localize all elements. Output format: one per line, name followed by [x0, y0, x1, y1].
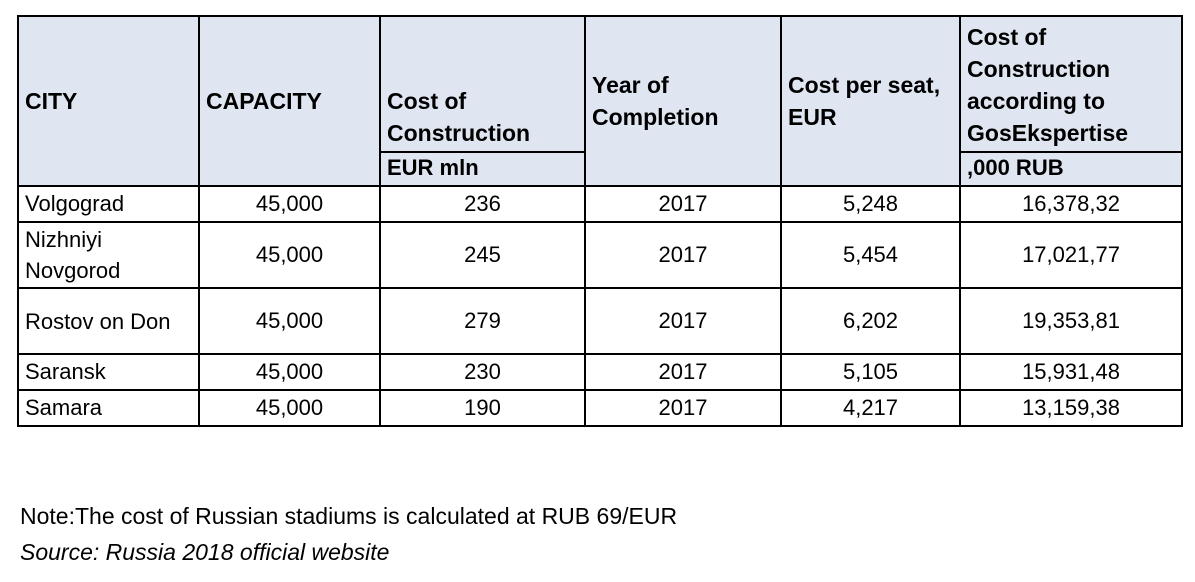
- cell-year: 2017: [584, 221, 782, 289]
- table-row: Volgograd 45,000 236 2017 5,248 16,378,3…: [17, 185, 1183, 223]
- cell-gos-cost: 16,378,32: [959, 185, 1183, 223]
- cell-gos-cost: 15,931,48: [959, 353, 1183, 391]
- cell-cost: 190: [379, 389, 586, 427]
- table-row: Nizhniyi Novgorod 45,000 245 2017 5,454 …: [17, 221, 1183, 289]
- cell-city: Rostov on Don: [17, 287, 200, 355]
- cell-capacity: 45,000: [198, 221, 381, 289]
- table-header-row: CITY CAPACITY Cost of Construction Year …: [17, 15, 1183, 187]
- cell-gos-cost: 13,159,38: [959, 389, 1183, 427]
- cell-cost-per-seat: 6,202: [780, 287, 961, 355]
- table-unit-row: EUR mln ,000 RUB: [18, 151, 1183, 187]
- cell-city: Nizhniyi Novgorod: [17, 221, 200, 289]
- cell-cost: 230: [379, 353, 586, 391]
- cell-gos-cost: 17,021,77: [959, 221, 1183, 289]
- table-row: Samara 45,000 190 2017 4,217 13,159,38: [17, 389, 1183, 427]
- cell-city: Samara: [17, 389, 200, 427]
- cell-capacity: 45,000: [198, 389, 381, 427]
- cell-year: 2017: [584, 389, 782, 427]
- header-city: CITY: [17, 15, 200, 187]
- cell-cost-per-seat: 5,105: [780, 353, 961, 391]
- header-gos-ekspertise-cost: Cost of Construction according to GosEks…: [959, 15, 1183, 153]
- header-gos-unit: ,000 RUB: [959, 151, 1183, 187]
- cell-city: Volgograd: [17, 185, 200, 223]
- cell-city: Saransk: [17, 353, 200, 391]
- cell-year: 2017: [584, 287, 782, 355]
- cell-cost: 245: [379, 221, 586, 289]
- table-row: Saransk 45,000 230 2017 5,105 15,931,48: [17, 353, 1183, 391]
- cell-capacity: 45,000: [198, 353, 381, 391]
- note-text: Note:The cost of Russian stadiums is cal…: [20, 503, 678, 529]
- cell-cost-per-seat: 5,248: [780, 185, 961, 223]
- cell-year: 2017: [584, 353, 782, 391]
- source-text: Source: Russia 2018 official website: [20, 539, 390, 565]
- cell-capacity: 45,000: [198, 185, 381, 223]
- cell-capacity: 45,000: [198, 287, 381, 355]
- header-year-of-completion: Year of Completion: [584, 15, 782, 187]
- header-cost-of-construction: Cost of Construction: [379, 15, 586, 153]
- header-cost-unit: EUR mln: [379, 151, 586, 187]
- cell-cost-per-seat: 4,217: [780, 389, 961, 427]
- cell-cost-per-seat: 5,454: [780, 221, 961, 289]
- cell-cost: 279: [379, 287, 586, 355]
- table-row: Rostov on Don 45,000 279 2017 6,202 19,3…: [17, 287, 1183, 355]
- cell-year: 2017: [584, 185, 782, 223]
- header-capacity: CAPACITY: [198, 15, 381, 187]
- cell-gos-cost: 19,353,81: [959, 287, 1183, 355]
- header-cost-per-seat: Cost per seat, EUR: [780, 15, 961, 187]
- cell-cost: 236: [379, 185, 586, 223]
- stadium-cost-table: CITY CAPACITY Cost of Construction Year …: [17, 15, 1183, 427]
